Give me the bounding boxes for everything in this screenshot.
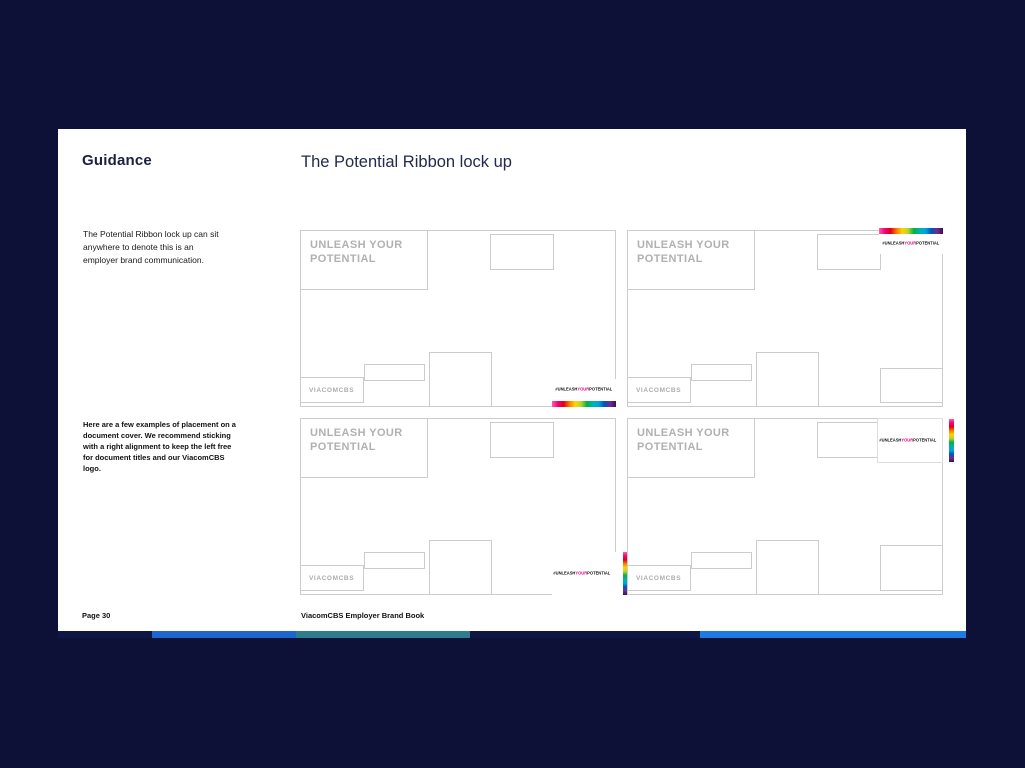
headline-box: UNLEASH YOUR POTENTIAL [300, 230, 428, 290]
ribbon-part-your: YOUR [901, 438, 913, 443]
document-cover-example-2: UNLEASH YOUR POTENTIAL VIACOMCBS #UNLEAS… [627, 228, 943, 407]
potential-ribbon-lockup: #UNLEASH YOUR POTENTIAL [552, 379, 616, 407]
spacer-box-corner [880, 545, 943, 591]
spacer-box-step [429, 540, 492, 595]
strip-segment [469, 631, 700, 638]
ribbon-hashtag: #UNLEASH YOUR POTENTIAL [556, 383, 613, 398]
viacomcbs-logo-box: VIACOMCBS [300, 565, 364, 591]
guidance-paragraph-1: The Potential Ribbon lock up can sit any… [83, 229, 219, 265]
strip-segment [699, 631, 966, 638]
spacer-box-step [364, 364, 425, 381]
spacer-box-top [490, 422, 554, 458]
strip-segment [295, 631, 470, 638]
examples-grid: UNLEASH YOUR POTENTIAL VIACOMCBS #UNLEAS… [300, 228, 957, 596]
spacer-box-top [490, 234, 554, 270]
spacer-box-step [364, 552, 425, 569]
ribbon-part-potential: POTENTIAL [912, 438, 936, 443]
ribbon-part-potential: POTENTIAL [586, 571, 610, 576]
headline-box: UNLEASH YOUR POTENTIAL [300, 418, 428, 478]
headline-text: UNLEASH YOUR POTENTIAL [310, 239, 403, 266]
ribbon-part-unleash: #UNLEASH [553, 571, 576, 576]
spacer-box-step [691, 552, 752, 569]
potential-ribbon-lockup: #UNLEASH YOUR POTENTIAL [552, 552, 629, 595]
page-title: The Potential Ribbon lock up [301, 153, 512, 171]
viacomcbs-logo: VIACOMCBS [309, 574, 355, 582]
headline-text: UNLEASH YOUR POTENTIAL [310, 427, 403, 454]
book-title: ViacomCBS Employer Brand Book [301, 611, 425, 620]
rainbow-bar [879, 228, 943, 234]
viacomcbs-logo-box: VIACOMCBS [627, 565, 691, 591]
ribbon-part-unleash: #UNLEASH [882, 241, 905, 247]
brand-book-page: Guidance The Potential Ribbon lock up Th… [58, 129, 966, 638]
spacer-box-top [817, 422, 881, 458]
page-number: Page 30 [82, 611, 111, 620]
ribbon-part-your: YOUR [904, 241, 917, 247]
headline-box: UNLEASH YOUR POTENTIAL [627, 230, 755, 290]
viacomcbs-logo-box: VIACOMCBS [627, 377, 691, 403]
ribbon-hashtag: #UNLEASH YOUR POTENTIAL [879, 438, 936, 442]
potential-ribbon-lockup: #UNLEASH YOUR POTENTIAL [877, 418, 955, 463]
spacer-box-step [756, 352, 819, 407]
spacer-box-step [429, 352, 492, 407]
ribbon-part-potential: POTENTIAL [589, 387, 613, 393]
document-cover-example-3: UNLEASH YOUR POTENTIAL VIACOMCBS #UNLEAS… [300, 418, 629, 595]
spacer-box-corner [880, 368, 943, 403]
spacer-box-top [817, 234, 881, 270]
rainbow-bar [623, 552, 629, 595]
strip-segment [151, 631, 296, 638]
footer-color-strip [58, 631, 966, 638]
viacomcbs-logo: VIACOMCBS [309, 386, 355, 394]
viacomcbs-logo: VIACOMCBS [636, 574, 682, 582]
section-title: Guidance [82, 152, 152, 169]
potential-ribbon-lockup: #UNLEASH YOUR POTENTIAL [879, 228, 943, 254]
guidance-paragraph-2: Here are a few examples of placement on … [83, 420, 236, 473]
rainbow-bar [949, 419, 955, 462]
ribbon-hashtag: #UNLEASH YOUR POTENTIAL [883, 237, 940, 251]
strip-segment [58, 631, 152, 638]
ribbon-part-unleash: #UNLEASH [879, 438, 902, 443]
document-cover-example-4: UNLEASH YOUR POTENTIAL VIACOMCBS #UNLEAS… [627, 418, 955, 595]
ribbon-part-unleash: #UNLEASH [555, 387, 578, 393]
headline-text: UNLEASH YOUR POTENTIAL [637, 239, 730, 266]
spacer-box-step [756, 540, 819, 595]
rainbow-bar [552, 401, 616, 407]
viacomcbs-logo-box: VIACOMCBS [300, 377, 364, 403]
document-cover-example-1: UNLEASH YOUR POTENTIAL VIACOMCBS #UNLEAS… [300, 230, 616, 407]
ribbon-part-your: YOUR [575, 571, 587, 576]
ribbon-part-potential: POTENTIAL [916, 241, 940, 247]
spacer-box-step [691, 364, 752, 381]
headline-text: UNLEASH YOUR POTENTIAL [637, 427, 730, 454]
headline-box: UNLEASH YOUR POTENTIAL [627, 418, 755, 478]
ribbon-part-your: YOUR [577, 387, 590, 393]
viacomcbs-logo: VIACOMCBS [636, 386, 682, 394]
ribbon-hashtag: #UNLEASH YOUR POTENTIAL [553, 571, 610, 575]
